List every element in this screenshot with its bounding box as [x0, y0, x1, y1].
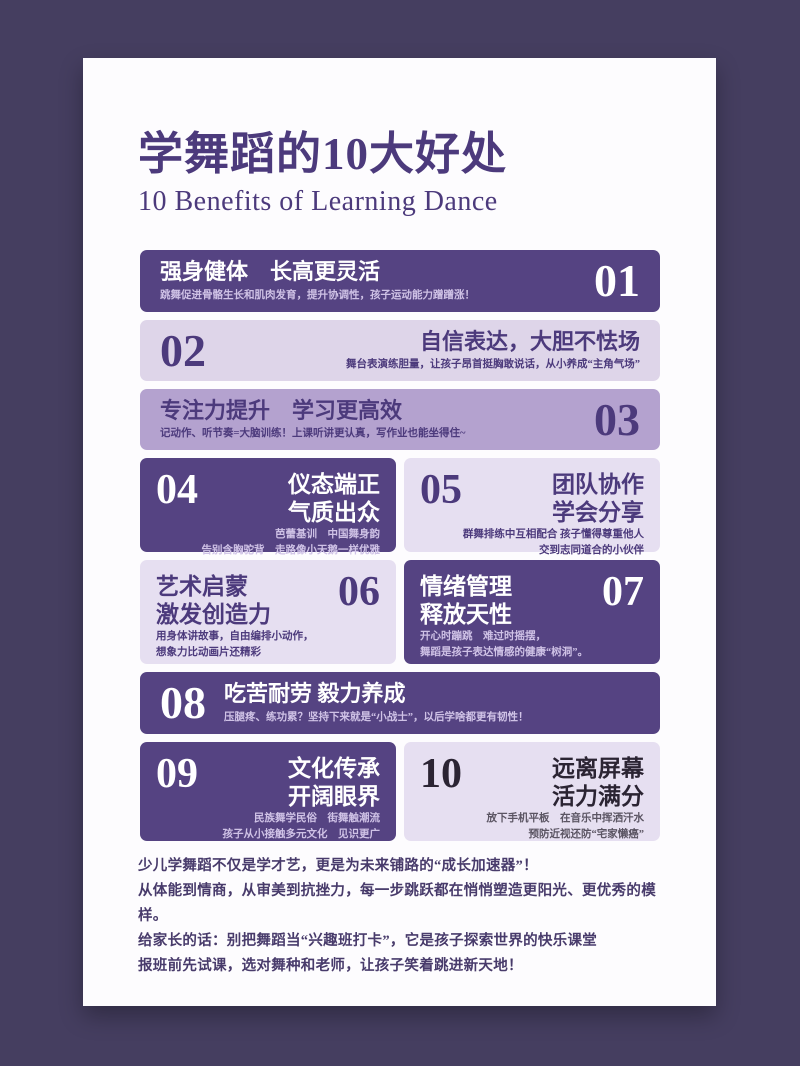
page-title: 学舞蹈的10大好处: [138, 129, 508, 179]
poster-page: 学舞蹈的10大好处 10 Benefits of Learning Dance …: [83, 58, 716, 1006]
footer-line: 给家长的话：别把舞蹈当“兴趣班打卡”，它是孩子探索世界的快乐课堂: [138, 933, 598, 949]
card-08-group: 08 吃苦耐劳 毅力养成 压腿疼、练功累？坚持下来就是“小战士”，以后学啥都更有…: [160, 680, 529, 726]
benefit-card-06: 艺术启蒙 激发创造力 06 用身体讲故事，自由编排小动作， 想象力比动画片还精彩: [140, 560, 396, 664]
benefit-desc: 用身体讲故事，自由编排小动作， 想象力比动画片还精彩: [156, 631, 314, 658]
benefit-card-01: 强身健体 长高更灵活 跳舞促进骨骼生长和肌肉发育，提升协调性，孩子运动能力蹭蹭涨…: [140, 250, 660, 312]
footer-line: 报班前先试课，选对舞种和老师，让孩子笑着跳进新天地！: [138, 958, 523, 974]
benefit-number: 09: [156, 751, 198, 797]
benefit-title: 团队协作 学会分享: [552, 472, 644, 525]
benefit-card-05: 05 团队协作 学会分享 群舞排练中互相配合 孩子懂得尊重他人 交到志同道合的小…: [404, 458, 660, 556]
benefit-card-03: 专注力提升 学习更高效 记动作、听节奏=大脑训练！上课听讲更认真，写作业也能坐得…: [140, 389, 660, 450]
benefit-card-09: 09 文化传承 开阔眼界 民族舞学民俗 街舞触潮流 孩子从小接触多元文化 见识更…: [140, 742, 396, 841]
card-01-text: 强身健体 长高更灵活 跳舞促进骨骼生长和肌肉发育，提升协调性，孩子运动能力蹭蹭涨…: [160, 259, 475, 302]
benefit-title: 专注力提升 学习更高效: [160, 397, 403, 423]
benefit-number: 04: [156, 467, 198, 513]
benefit-title: 自信表达，大胆不怯场: [419, 328, 640, 354]
card-06-top: 艺术启蒙 激发创造力 06: [156, 569, 380, 629]
benefit-desc: 放下手机平板 在音乐中挥洒汗水 预防近视还防“宅家懒癌”: [486, 813, 645, 840]
benefit-desc: 跳舞促进骨骼生长和肌肉发育，提升协调性，孩子运动能力蹭蹭涨！: [160, 289, 475, 301]
benefit-number: 07: [602, 569, 644, 615]
benefit-title: 仪态端正 气质出众: [288, 472, 380, 525]
card-02-text: 自信表达，大胆不怯场 舞台表演练胆量，让孩子昂首挺胸敢说话，从小养成“主角气场”: [346, 329, 640, 372]
card-10-top: 10 远离屏幕 活力满分: [420, 751, 644, 811]
benefit-title: 远离屏幕 活力满分: [552, 756, 644, 809]
benefit-desc: 舞台表演练胆量，让孩子昂首挺胸敢说话，从小养成“主角气场”: [346, 359, 640, 371]
benefit-number: 03: [594, 393, 640, 445]
footer-line: 少儿学舞蹈不仅是学才艺，更是为未来铺路的“成长加速器”！: [138, 858, 538, 874]
cards-row-6-7: 艺术启蒙 激发创造力 06 用身体讲故事，自由编排小动作， 想象力比动画片还精彩…: [140, 560, 660, 664]
benefit-number: 10: [420, 751, 462, 797]
benefit-card-07: 情绪管理 释放天性 07 开心时蹦跳 难过时摇摆， 舞蹈是孩子表达情感的健康“树…: [404, 560, 660, 664]
benefit-number: 01: [594, 255, 640, 306]
cards-row-4-5: 04 仪态端正 气质出众 芭蕾基训 中国舞身韵 告别含胸驼背 走路像小天鹅一样优…: [140, 458, 660, 556]
benefit-desc: 群舞排练中互相配合 孩子懂得尊重他人 交到志同道合的小伙伴: [462, 529, 644, 556]
card-03-text: 专注力提升 学习更高效 记动作、听节奏=大脑训练！上课听讲更认真，写作业也能坐得…: [160, 398, 465, 441]
footer-line: 从体能到情商，从审美到抗挫力，每一步跳跃都在悄悄塑造更阳光、更优秀的模样。: [138, 883, 656, 924]
benefit-title: 吃苦耐劳 毅力养成: [224, 681, 406, 707]
benefit-desc: 民族舞学民俗 街舞触潮流 孩子从小接触多元文化 见识更广: [222, 813, 381, 840]
benefit-number: 05: [420, 467, 462, 513]
benefit-title: 强身健体 长高更灵活: [160, 259, 381, 285]
card-04-top: 04 仪态端正 气质出众: [156, 467, 380, 527]
benefit-desc: 记动作、听节奏=大脑训练！上课听讲更认真，写作业也能坐得住~: [160, 428, 466, 440]
benefit-card-04: 04 仪态端正 气质出众 芭蕾基训 中国舞身韵 告别含胸驼背 走路像小天鹅一样优…: [140, 458, 396, 556]
benefit-title: 情绪管理 释放天性: [420, 574, 512, 627]
poster-footer: 少儿学舞蹈不仅是学才艺，更是为未来铺路的“成长加速器”！ 从体能到情商，从审美到…: [138, 854, 683, 979]
benefit-number: 08: [160, 677, 206, 728]
benefit-card-10: 10 远离屏幕 活力满分 放下手机平板 在音乐中挥洒汗水 预防近视还防“宅家懒癌…: [404, 742, 660, 841]
card-09-top: 09 文化传承 开阔眼界: [156, 751, 380, 811]
benefit-card-08: 08 吃苦耐劳 毅力养成 压腿疼、练功累？坚持下来就是“小战士”，以后学啥都更有…: [140, 672, 660, 734]
benefit-cards: 强身健体 长高更灵活 跳舞促进骨骼生长和肌肉发育，提升协调性，孩子运动能力蹭蹭涨…: [140, 250, 660, 841]
benefit-card-02: 02 自信表达，大胆不怯场 舞台表演练胆量，让孩子昂首挺胸敢说话，从小养成“主角…: [140, 320, 660, 381]
benefit-desc: 压腿疼、练功累？坚持下来就是“小战士”，以后学啥都更有韧性！: [224, 711, 529, 723]
benefit-number: 02: [160, 324, 206, 376]
poster-header: 学舞蹈的10大好处 10 Benefits of Learning Dance: [138, 129, 678, 218]
card-05-top: 05 团队协作 学会分享: [420, 467, 644, 527]
benefit-desc: 开心时蹦跳 难过时摇摆， 舞蹈是孩子表达情感的健康“树洞”。: [420, 631, 588, 658]
cards-row-9-10: 09 文化传承 开阔眼界 民族舞学民俗 街舞触潮流 孩子从小接触多元文化 见识更…: [140, 742, 660, 841]
card-08-text: 吃苦耐劳 毅力养成 压腿疼、练功累？坚持下来就是“小战士”，以后学啥都更有韧性！: [224, 681, 529, 724]
card-07-top: 情绪管理 释放天性 07: [420, 569, 644, 629]
benefit-title: 艺术启蒙 激发创造力: [156, 574, 271, 627]
benefit-title: 文化传承 开阔眼界: [288, 756, 380, 809]
page-subtitle: 10 Benefits of Learning Dance: [138, 185, 498, 217]
benefit-number: 06: [338, 569, 380, 615]
benefit-desc: 芭蕾基训 中国舞身韵 告别含胸驼背 走路像小天鹅一样优雅: [201, 529, 381, 556]
